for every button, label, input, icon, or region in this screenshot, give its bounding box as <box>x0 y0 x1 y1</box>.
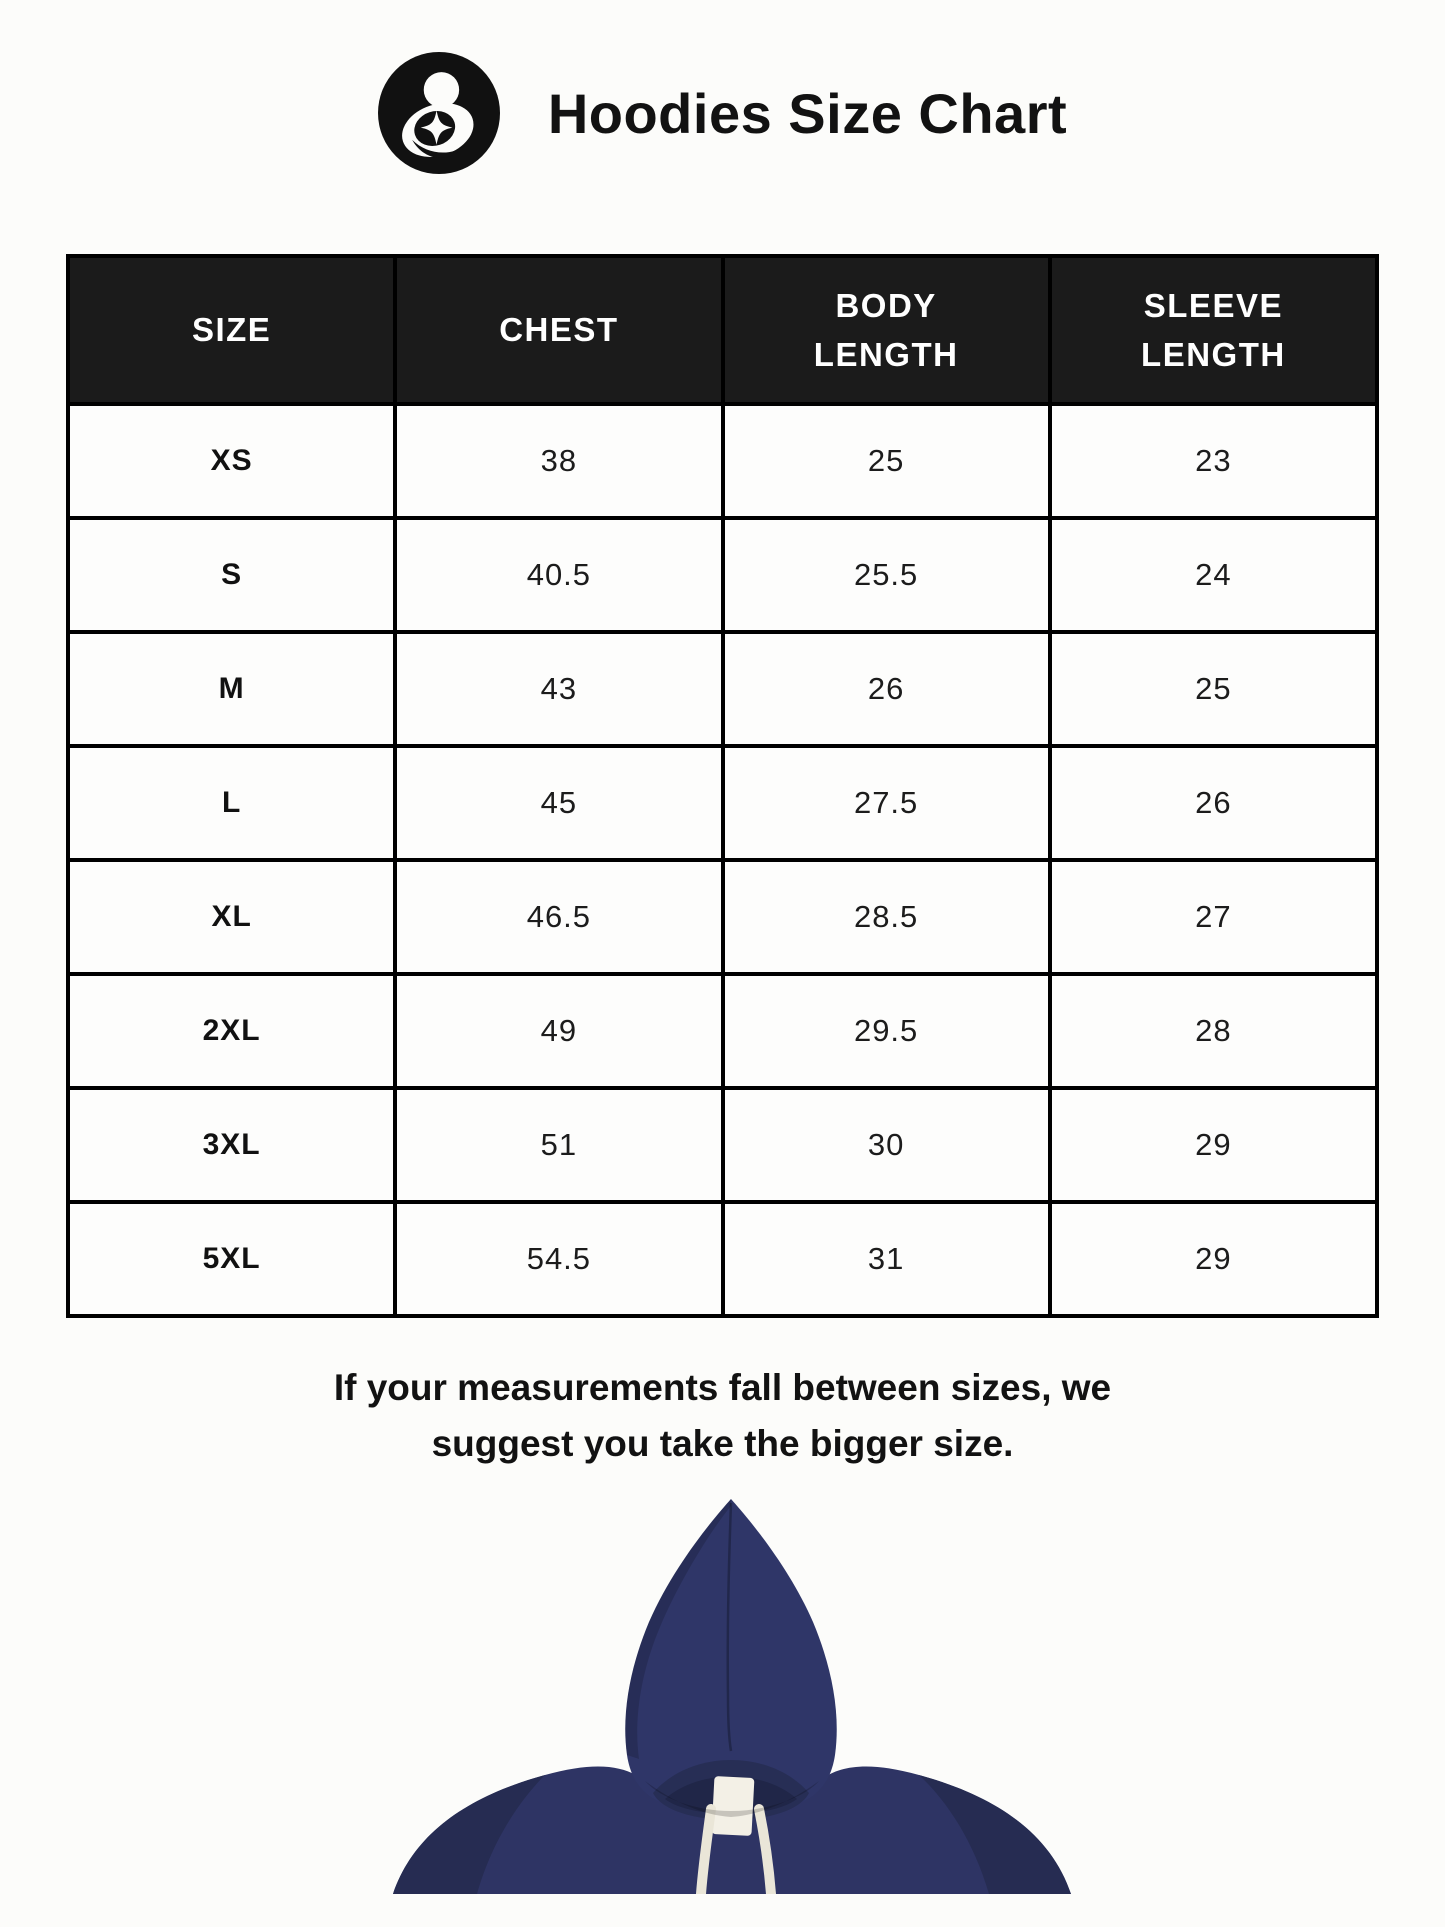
cell-chest: 46.5 <box>393 858 725 976</box>
cell-sleeve-length: 25 <box>1047 630 1380 748</box>
cell-body-length: 27.5 <box>720 744 1052 862</box>
cell-sleeve-length: 27 <box>1047 858 1380 976</box>
table-row-5xl: 5XL 54.5 31 29 <box>65 1200 1380 1318</box>
cell-size: XS <box>65 402 398 520</box>
cell-sleeve-length: 24 <box>1047 516 1380 634</box>
table-row-s: S 40.5 25.5 24 <box>65 516 1380 634</box>
column-header-sleeve-length: SLEEVE LENGTH <box>1047 254 1380 406</box>
cell-sleeve-length: 23 <box>1047 402 1380 520</box>
sizing-note-line1: If your measurements fall between sizes,… <box>333 1367 1112 1408</box>
cell-size: 2XL <box>65 972 398 1090</box>
cell-chest: 40.5 <box>393 516 725 634</box>
cell-size: 5XL <box>65 1200 398 1318</box>
cell-body-length: 25.5 <box>720 516 1052 634</box>
cell-size: L <box>65 744 398 862</box>
cell-chest: 51 <box>393 1086 725 1204</box>
cell-sleeve-length: 28 <box>1047 972 1380 1090</box>
cell-size: 3XL <box>65 1086 398 1204</box>
cell-chest: 38 <box>393 402 725 520</box>
navy-hoodie-photo <box>392 1499 1071 1894</box>
cell-body-length: 30 <box>720 1086 1052 1204</box>
cell-size: S <box>65 516 398 634</box>
table-row-2xl: 2XL 49 29.5 28 <box>65 972 1380 1090</box>
table-row-xs: XS 38 25 23 <box>65 402 1380 520</box>
column-header-chest: CHEST <box>393 254 725 406</box>
product-photo-container <box>0 1497 1445 1894</box>
table-row-3xl: 3XL 51 30 29 <box>65 1086 1380 1204</box>
cell-body-length: 29.5 <box>720 972 1052 1090</box>
cell-body-length: 25 <box>720 402 1052 520</box>
cell-size: M <box>65 630 398 748</box>
sizing-note-line2: suggest you take the bigger size. <box>431 1422 1014 1464</box>
cell-body-length: 31 <box>720 1200 1052 1318</box>
column-header-body-length: BODY LENGTH <box>720 254 1052 406</box>
cell-sleeve-length: 29 <box>1047 1200 1380 1318</box>
page-title: Hoodies Size Chart <box>547 81 1068 145</box>
size-chart-table: SIZE CHEST BODY LENGTH SLEEVE LENGTH XS … <box>65 254 1380 1318</box>
sizing-note: If your measurements fall between sizes,… <box>0 1360 1445 1471</box>
page-header: Hoodies Size Chart <box>0 0 1445 174</box>
cell-chest: 45 <box>393 744 725 862</box>
column-header-size: SIZE <box>65 254 398 406</box>
cell-chest: 43 <box>393 630 725 748</box>
table-row-m: M 43 26 25 <box>65 630 1380 748</box>
cell-body-length: 28.5 <box>720 858 1052 976</box>
brand-logo-icon <box>377 52 500 174</box>
cell-sleeve-length: 26 <box>1047 744 1380 862</box>
table-row-l: L 45 27.5 26 <box>65 744 1380 862</box>
cell-size: XL <box>65 858 398 976</box>
cell-chest: 49 <box>393 972 725 1090</box>
cell-chest: 54.5 <box>393 1200 725 1318</box>
neck-tag <box>711 1776 754 1836</box>
table-row-xl: XL 46.5 28.5 27 <box>65 858 1380 976</box>
cell-sleeve-length: 29 <box>1047 1086 1380 1204</box>
table-header-row: SIZE CHEST BODY LENGTH SLEEVE LENGTH <box>65 254 1380 406</box>
cell-body-length: 26 <box>720 630 1052 748</box>
